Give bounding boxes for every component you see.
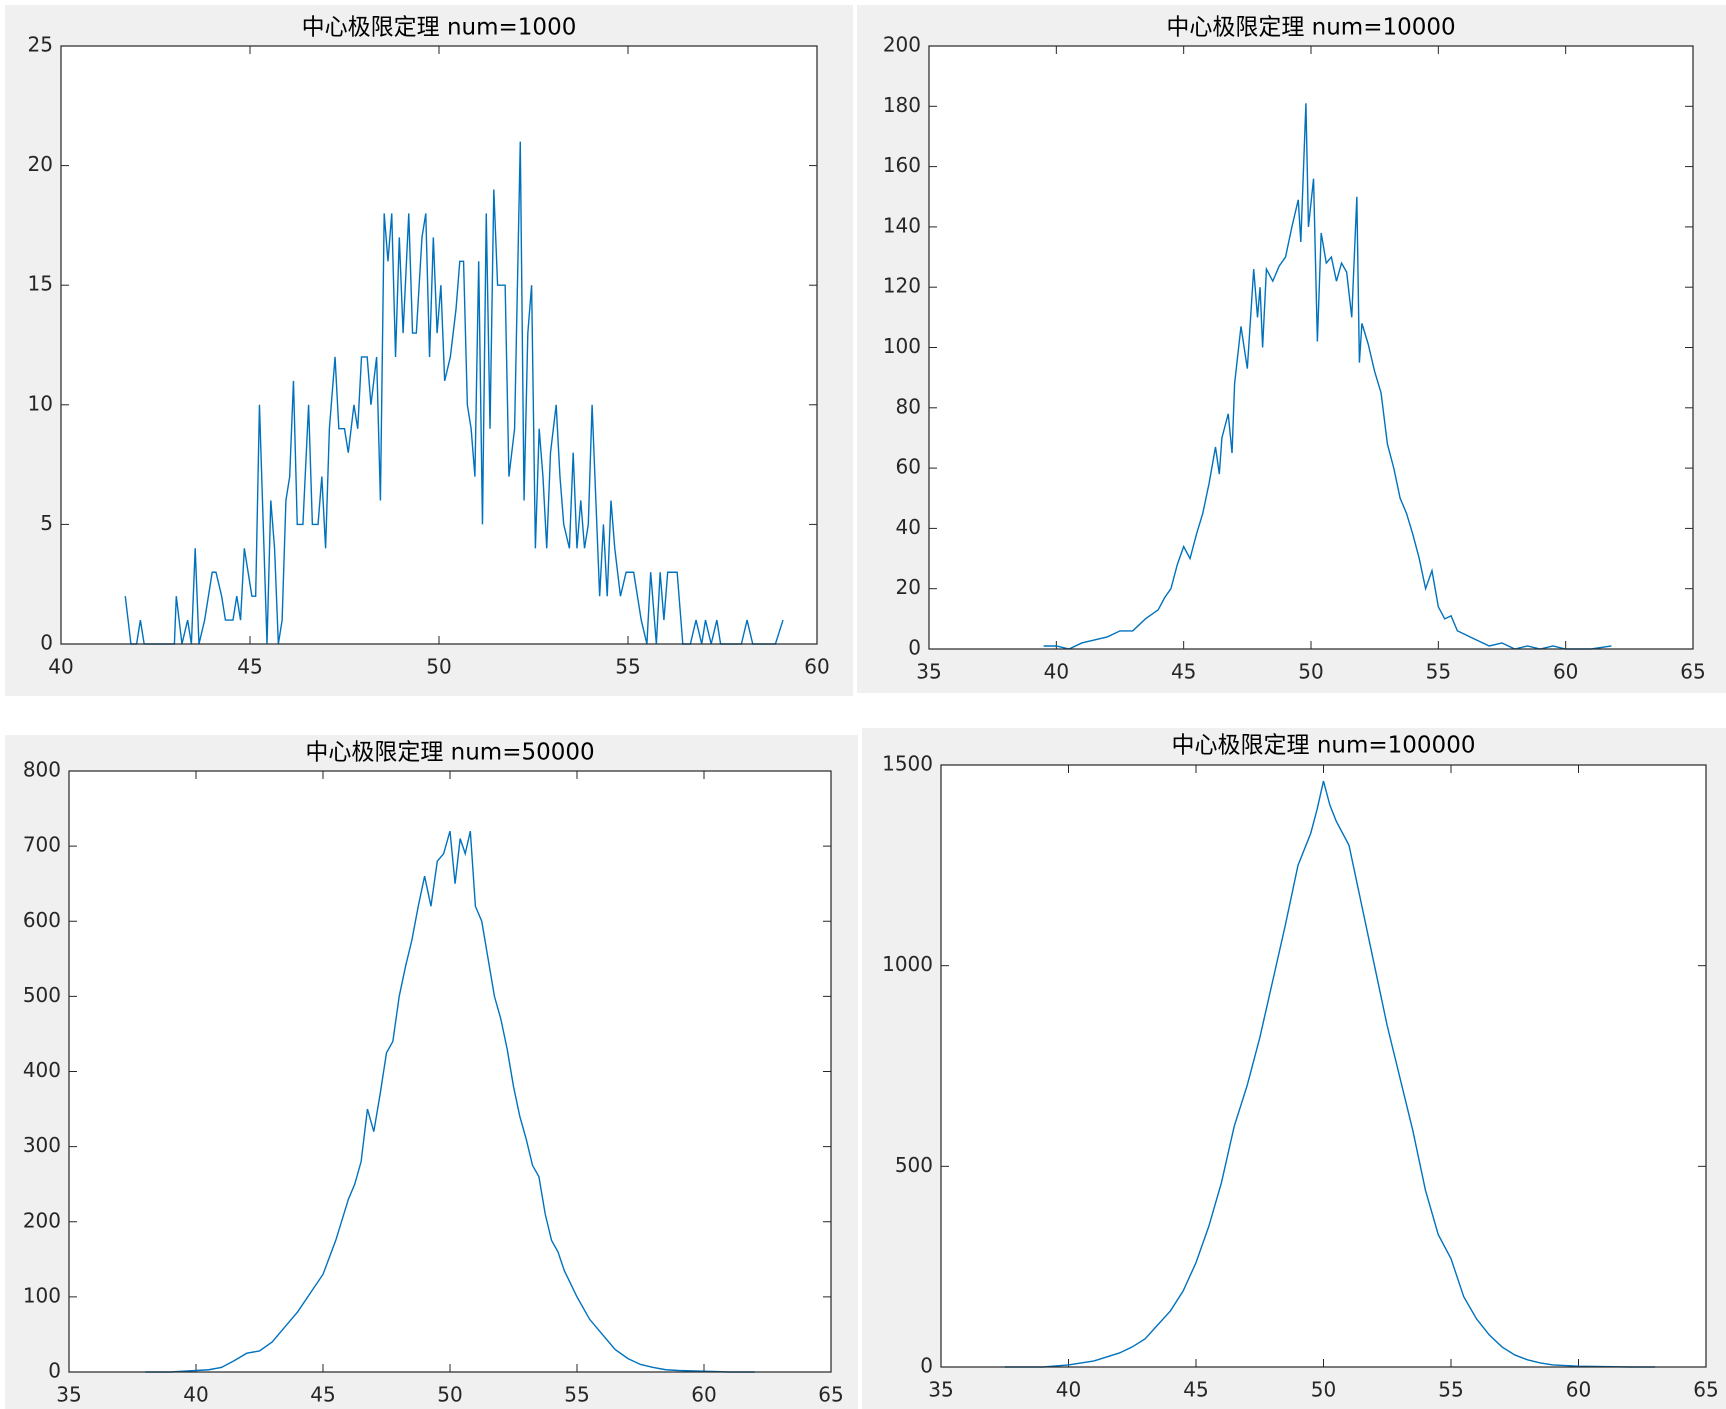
x-tick-label: 35 bbox=[916, 660, 941, 684]
y-tick-label: 80 bbox=[896, 394, 921, 418]
data-line bbox=[1004, 780, 1655, 1368]
chart-title: 中心极限定理 num=100000 bbox=[1172, 733, 1476, 759]
chart-title: 中心极限定理 num=50000 bbox=[305, 740, 594, 766]
x-tick-label: 60 bbox=[691, 1383, 716, 1407]
x-tick-label: 40 bbox=[183, 1383, 208, 1407]
x-tick-label: 50 bbox=[1311, 1378, 1336, 1402]
x-tick-label: 50 bbox=[1298, 660, 1323, 684]
axes-background bbox=[941, 765, 1706, 1367]
y-tick-label: 140 bbox=[883, 213, 921, 237]
x-tick-label: 55 bbox=[1438, 1378, 1463, 1402]
y-tick-label: 1000 bbox=[882, 952, 933, 976]
y-tick-label: 200 bbox=[23, 1208, 61, 1232]
x-tick-label: 40 bbox=[1044, 660, 1069, 684]
axes-background bbox=[61, 46, 817, 644]
axes-box bbox=[60, 45, 818, 645]
x-tick-label: 60 bbox=[804, 655, 829, 679]
axes-box bbox=[940, 764, 1707, 1368]
axes-box bbox=[928, 45, 1694, 650]
x-tick-label: 65 bbox=[1680, 660, 1705, 684]
axes-background bbox=[69, 771, 831, 1372]
y-tick-label: 160 bbox=[883, 153, 921, 177]
x-tick-label: 60 bbox=[1566, 1378, 1591, 1402]
y-tick-label: 300 bbox=[23, 1133, 61, 1157]
data-line bbox=[124, 141, 784, 645]
x-tick-label: 40 bbox=[48, 655, 73, 679]
y-tick-label: 1500 bbox=[882, 752, 933, 776]
x-tick-label: 55 bbox=[615, 655, 640, 679]
axes-background bbox=[929, 46, 1693, 649]
x-tick-label: 45 bbox=[1171, 660, 1196, 684]
y-tick-label: 5 bbox=[40, 511, 53, 535]
x-tick-label: 50 bbox=[426, 655, 451, 679]
x-tick-label: 65 bbox=[818, 1383, 843, 1407]
y-tick-label: 500 bbox=[23, 983, 61, 1007]
y-tick-label: 700 bbox=[23, 833, 61, 857]
y-tick-label: 100 bbox=[883, 334, 921, 358]
y-tick-label: 60 bbox=[896, 455, 921, 479]
x-tick-label: 50 bbox=[437, 1383, 462, 1407]
y-tick-label: 0 bbox=[908, 636, 921, 660]
y-tick-label: 600 bbox=[23, 908, 61, 932]
x-tick-label: 55 bbox=[1426, 660, 1451, 684]
x-tick-label: 55 bbox=[564, 1383, 589, 1407]
y-tick-label: 20 bbox=[28, 152, 53, 176]
y-tick-label: 200 bbox=[883, 33, 921, 57]
y-tick-label: 500 bbox=[895, 1153, 933, 1177]
x-tick-label: 65 bbox=[1693, 1378, 1718, 1402]
y-tick-label: 15 bbox=[28, 272, 53, 296]
chart-title: 中心极限定理 num=10000 bbox=[1166, 15, 1455, 41]
x-tick-label: 45 bbox=[237, 655, 262, 679]
y-tick-label: 100 bbox=[23, 1283, 61, 1307]
y-tick-label: 40 bbox=[896, 515, 921, 539]
x-tick-label: 45 bbox=[1183, 1378, 1208, 1402]
y-tick-label: 10 bbox=[28, 391, 53, 415]
y-tick-label: 400 bbox=[23, 1058, 61, 1082]
y-tick-label: 20 bbox=[896, 575, 921, 599]
x-tick-label: 35 bbox=[928, 1378, 953, 1402]
x-tick-label: 40 bbox=[1056, 1378, 1081, 1402]
data-line bbox=[1043, 103, 1612, 650]
x-tick-label: 60 bbox=[1553, 660, 1578, 684]
chart-title: 中心极限定理 num=1000 bbox=[302, 15, 577, 41]
y-tick-label: 0 bbox=[48, 1359, 61, 1383]
y-tick-label: 800 bbox=[23, 758, 61, 782]
x-tick-label: 45 bbox=[310, 1383, 335, 1407]
y-tick-label: 25 bbox=[28, 33, 53, 57]
y-tick-label: 0 bbox=[40, 631, 53, 655]
x-tick-label: 35 bbox=[56, 1383, 81, 1407]
y-tick-label: 120 bbox=[883, 274, 921, 298]
axes-box bbox=[68, 770, 832, 1373]
y-tick-label: 0 bbox=[920, 1354, 933, 1378]
y-tick-label: 180 bbox=[883, 93, 921, 117]
data-line bbox=[145, 830, 755, 1373]
